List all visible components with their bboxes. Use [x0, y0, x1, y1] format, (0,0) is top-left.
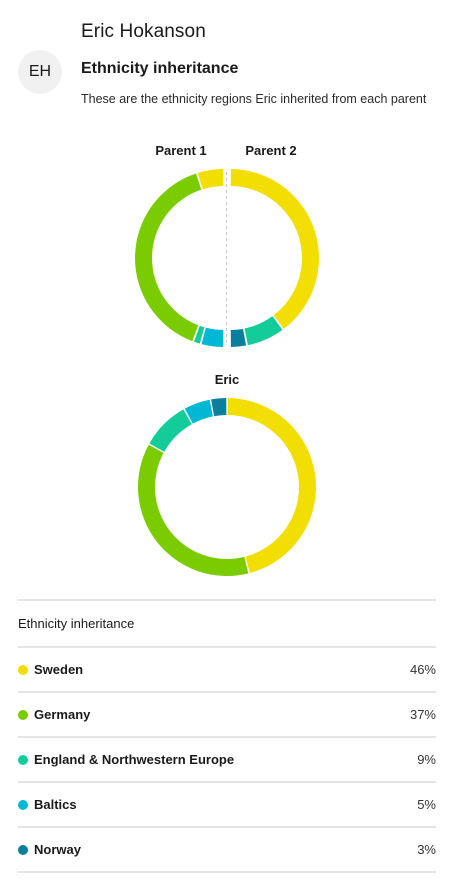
germany-dot	[18, 709, 28, 720]
region-percent: 37%	[409, 707, 436, 722]
eric-chart	[138, 398, 316, 576]
parent-2-england-and-northwestern-europe-segment	[244, 316, 283, 346]
avatar: EH	[18, 50, 62, 94]
eric-sweden-segment	[227, 398, 316, 574]
table-row[interactable]: Sweden 46%	[18, 648, 436, 693]
section-title: Ethnicity inheritance	[81, 60, 239, 77]
region-percent: 9%	[417, 752, 436, 767]
eric-norway-segment	[211, 398, 227, 417]
norway-dot	[18, 844, 28, 855]
sweden-dot	[18, 664, 28, 675]
region-percent: 46%	[409, 662, 436, 677]
parent-1-label: Parent 1	[155, 143, 206, 158]
table-row[interactable]: Norway 3%	[18, 828, 436, 873]
region-percent: 3%	[417, 842, 436, 857]
parent-2-label: Parent 2	[245, 143, 296, 158]
table-row[interactable]: England & Northwestern Europe 9%	[18, 738, 436, 783]
region-name: Sweden	[34, 662, 84, 677]
england-nw-europe-dot	[18, 754, 28, 765]
table-header: Ethnicity inheritance	[18, 601, 436, 648]
parent-1-chart	[135, 169, 224, 347]
avatar-initials: EH	[28, 63, 52, 80]
parent-1-sweden-segment	[197, 169, 224, 190]
baltics-dot	[18, 799, 28, 810]
parent-1-germany-segment	[135, 173, 202, 342]
eric-label: Eric	[215, 372, 240, 387]
region-name: Germany	[34, 707, 91, 722]
parent-2-chart	[230, 169, 320, 347]
eric-baltics-segment	[184, 399, 213, 424]
table-row[interactable]: Baltics 5%	[18, 783, 436, 828]
parent-2-norway-segment	[230, 328, 247, 347]
parent-2-sweden-segment	[230, 169, 320, 329]
section-description: These are the ethnicity regions Eric inh…	[81, 92, 427, 106]
ethnicity-charts: Parent 1 Parent 2 Eric	[135, 143, 320, 576]
eric-germany-segment	[138, 444, 249, 576]
region-name: England & Northwestern Europe	[34, 752, 235, 767]
eric-england-and-northwestern-europe-segment	[149, 409, 192, 452]
table-header-label: Ethnicity inheritance	[18, 616, 135, 631]
region-name: Baltics	[34, 797, 77, 812]
ethnicity-table: Ethnicity inheritance Sweden 46% Germany…	[18, 599, 436, 873]
region-name: Norway	[34, 842, 81, 857]
region-percent: 5%	[417, 797, 436, 812]
table-row[interactable]: Germany 37%	[18, 693, 436, 738]
parent-1-england-and-northwestern-europe-segment	[194, 325, 205, 344]
profile-name: Eric Hokanson	[81, 21, 206, 42]
parent-1-baltics-segment	[201, 327, 224, 347]
